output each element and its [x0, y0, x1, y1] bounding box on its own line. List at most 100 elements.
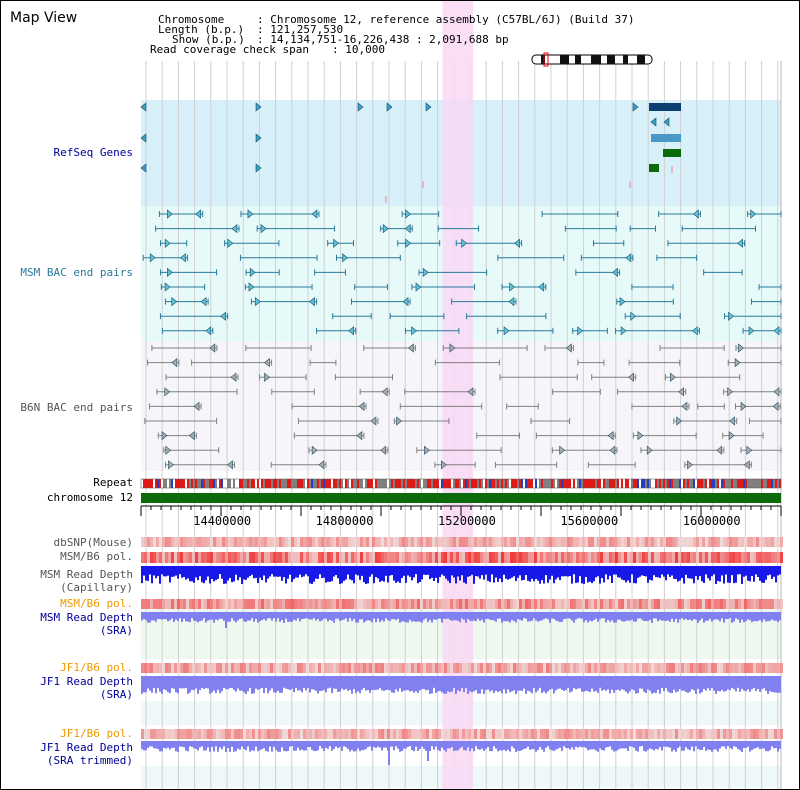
track-label-dbsnp[interactable]: dbSNP(Mouse) — [53, 536, 133, 549]
dbsnp-cell — [555, 537, 558, 547]
msm-b6-pol-cell — [462, 552, 465, 563]
jf1-sra-depth-bar — [743, 676, 745, 691]
jf1-trim-depth-bar — [231, 741, 233, 747]
msm-capillary-depth-bar — [765, 566, 767, 580]
msm-b6-pol-cell — [762, 552, 765, 563]
jf1-trim-depth-bar — [273, 741, 275, 747]
msm-sra-depth-bar — [367, 612, 369, 621]
dbsnp-cell — [627, 537, 630, 547]
msm-b6-pol2-cell — [345, 599, 348, 609]
track-label-refseq-genes[interactable]: RefSeq Genes — [53, 146, 133, 159]
repeat-segment — [171, 479, 173, 488]
jf1-b6-pol-cell — [726, 663, 729, 673]
repeat-segment — [679, 479, 681, 488]
msm-capillary-depth-bar — [181, 566, 183, 578]
track-label-jf1-read-depth-sra[interactable]: JF1 Read Depth — [40, 675, 133, 688]
jf1-b6-pol2-cell — [777, 729, 780, 739]
jf1-trim-depth-bar — [205, 741, 207, 751]
track-label-msm-b6-pol[interactable]: MSM/B6 pol. — [60, 550, 133, 563]
dbsnp-cell — [525, 537, 528, 547]
jf1-sra-depth-bar — [351, 676, 353, 694]
msm-capillary-depth-bar — [295, 566, 297, 578]
repeat-segment — [445, 479, 447, 488]
track-label-msm-read-depth-sra[interactable]: MSM Read Depth — [40, 611, 133, 624]
msm-sra-depth-bar — [721, 612, 723, 619]
jf1-trim-depth-bar — [335, 741, 337, 747]
track-label-msm-b6-pol-2[interactable]: MSM/B6 pol. — [60, 597, 133, 610]
msm-capillary-depth-bar — [293, 566, 295, 580]
dbsnp-cell — [438, 537, 441, 547]
jf1-trim-depth-bar — [653, 741, 655, 751]
repeat-segment — [169, 479, 171, 488]
dbsnp-cell — [219, 537, 222, 547]
msm-capillary-depth-bar — [749, 566, 751, 582]
repeat-segment — [179, 479, 181, 488]
msm-sra-depth-bar — [245, 612, 247, 622]
msm-b6-pol2-cell — [369, 599, 372, 609]
jf1-b6-pol-cell — [435, 663, 438, 673]
track-label-msm-read-depth-capillary[interactable]: MSM Read Depth — [40, 568, 133, 581]
msm-b6-pol2-cell — [192, 599, 195, 609]
msm-capillary-depth-bar — [169, 566, 171, 583]
jf1-trim-depth-bar — [469, 741, 471, 752]
track-label-b6n-bac[interactable]: B6N BAC end pairs — [20, 401, 133, 414]
msm-capillary-depth-bar — [397, 566, 399, 582]
msm-b6-pol2-cell — [528, 599, 531, 609]
jf1-sra-depth-bar — [303, 676, 305, 688]
jf1-b6-pol-cell — [204, 663, 207, 673]
jf1-trim-depth-bar — [337, 741, 339, 749]
msm-b6-pol2-cell — [702, 599, 705, 609]
jf1-b6-pol-cell — [297, 663, 300, 673]
repeat-segment — [763, 479, 765, 488]
jf1-sra-depth-bar — [617, 676, 619, 690]
msm-b6-pol2-cell — [318, 599, 321, 609]
msm-sra-depth-bar — [723, 612, 725, 623]
dbsnp-cell — [651, 537, 654, 547]
track-label-jf1-b6-pol[interactable]: JF1/B6 pol. — [60, 661, 133, 674]
jf1-sra-depth-bar — [619, 676, 621, 691]
jf1-trim-depth-bar — [303, 741, 305, 751]
jf1-trim-depth-bar — [595, 741, 597, 751]
repeat-segment — [559, 479, 561, 488]
jf1-sra-depth-bar — [227, 676, 229, 690]
dbsnp-cell — [183, 537, 186, 547]
track-label-jf1-b6-pol-2[interactable]: JF1/B6 pol. — [60, 727, 133, 740]
track-label-msm-bac[interactable]: MSM BAC end pairs — [20, 266, 133, 279]
repeat-segment — [197, 479, 199, 488]
track-label-jf1-read-depth-trimmed[interactable]: JF1 Read Depth — [40, 741, 133, 754]
jf1-trim-depth-bar — [439, 741, 441, 752]
msm-b6-pol2-cell — [630, 599, 633, 609]
repeat-segment — [259, 479, 261, 488]
jf1-trim-depth-bar — [453, 741, 455, 752]
repeat-segment — [625, 479, 627, 488]
jf1-b6-pol-cell — [321, 663, 324, 673]
jf1-sra-depth-bar — [425, 676, 427, 691]
jf1-b6-pol-cell — [276, 663, 279, 673]
msm-b6-pol-cell — [435, 552, 438, 563]
jf1-trim-depth-bar — [651, 741, 653, 750]
jf1-trim-depth-bar — [191, 741, 193, 747]
msm-b6-pol-cell — [741, 552, 744, 563]
msm-bac-pair-arrow — [248, 282, 255, 292]
track-label-chromosome[interactable]: chromosome 12 — [46, 491, 133, 504]
track-label-msm-read-depth-capillary-sub: (Capillary) — [60, 581, 133, 594]
repeat-segment — [507, 479, 509, 488]
jf1-b6-pol2-cell — [570, 729, 573, 739]
jf1-trim-depth-bar — [747, 741, 749, 747]
dbsnp-cell — [552, 537, 555, 547]
jf1-b6-pol2-cell — [279, 729, 282, 739]
repeat-segment — [747, 479, 749, 488]
msm-b6-pol2-cell — [672, 599, 675, 609]
jf1-b6-pol-cell — [432, 663, 435, 673]
jf1-b6-pol2-cell — [303, 729, 306, 739]
msm-sra-depth-bar — [235, 612, 237, 623]
jf1-sra-depth-bar — [767, 676, 769, 694]
repeat-segment — [631, 479, 633, 488]
track-label-repeat[interactable]: Repeat — [93, 476, 133, 489]
jf1-trim-depth-bar — [679, 741, 681, 747]
jf1-b6-pol-cell — [456, 663, 459, 673]
jf1-sra-depth-bar — [381, 676, 383, 691]
repeat-segment — [561, 479, 563, 488]
jf1-b6-pol2-cell — [735, 729, 738, 739]
